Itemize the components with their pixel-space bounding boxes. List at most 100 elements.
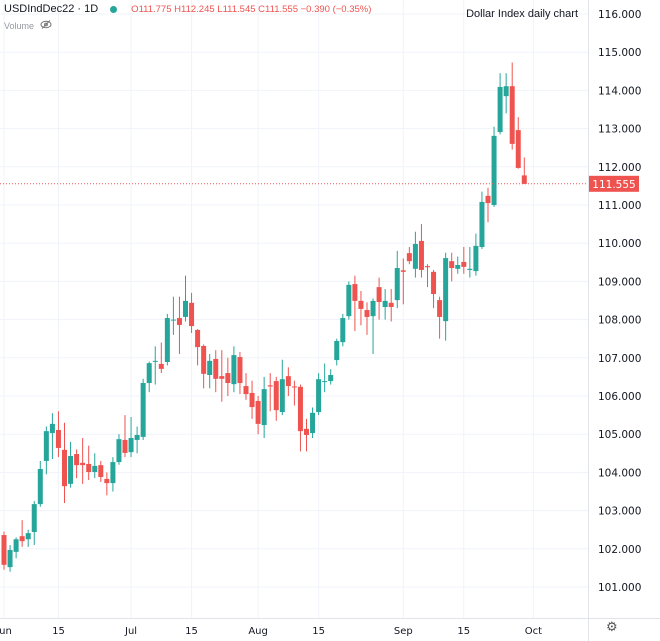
candle (497, 73, 503, 135)
candle-body (431, 271, 437, 295)
candle (231, 346, 237, 393)
gear-icon[interactable]: ⚙ (606, 620, 618, 635)
candle (189, 292, 195, 333)
candle-body (43, 431, 49, 461)
candle-body (358, 300, 364, 309)
candle (164, 313, 170, 366)
candle (140, 378, 146, 440)
candle (509, 62, 515, 150)
candle-body (170, 319, 176, 321)
candle (146, 361, 152, 393)
candle-body (219, 376, 225, 379)
candle-body (334, 340, 340, 361)
candle (104, 472, 110, 496)
candle-body (49, 423, 55, 434)
candle (31, 501, 37, 545)
price-axis[interactable]: 101.000 102.000 103.000 104.000 105.000 106.0… (598, 9, 641, 594)
candle-body (7, 549, 13, 568)
candle (158, 342, 164, 374)
candle (19, 520, 25, 547)
candle (406, 247, 412, 265)
candle (55, 411, 61, 458)
candle-body (201, 345, 207, 374)
last-price-badge (589, 175, 639, 192)
candle-body (37, 468, 43, 505)
y-tick-label: 101.000 (598, 582, 641, 594)
candle-body (98, 465, 104, 477)
candle (201, 344, 207, 389)
candle (364, 302, 370, 335)
candle-body (25, 533, 31, 540)
candle (485, 187, 491, 223)
candle (340, 313, 346, 347)
candle-body (195, 329, 201, 348)
candle (316, 373, 322, 416)
last-price-label: 111.555 (592, 179, 635, 191)
candles (1, 62, 527, 572)
candle-body (328, 374, 334, 382)
candle-body (461, 261, 467, 267)
candle-body (304, 428, 309, 435)
candle (128, 417, 134, 458)
candle (503, 73, 509, 114)
candle-body (74, 454, 80, 466)
candle-body (340, 318, 346, 343)
candle-body (382, 300, 388, 307)
candle (412, 231, 418, 278)
candle (37, 460, 43, 507)
candle (62, 422, 67, 503)
candle-body (273, 381, 279, 411)
symbol-name[interactable]: USDIndDec22 · 1D (4, 3, 99, 15)
candle-body (189, 302, 195, 327)
ohlc-values: O111.775 H112.245 L111.545 C111.555 −0.3… (131, 4, 372, 15)
candle (43, 426, 49, 475)
candle (382, 289, 388, 320)
candle-body (104, 478, 110, 484)
volume-legend[interactable]: Volume (4, 20, 52, 32)
candle (279, 359, 285, 416)
y-tick-label: 109.000 (598, 276, 641, 288)
candle-body (310, 412, 316, 434)
x-tick-label: Oct (525, 626, 542, 637)
candle-body (13, 539, 19, 552)
candle (376, 277, 382, 320)
time-axis[interactable]: Jun 15 Jul 15 Aug 15 Sep 15 Oct (0, 626, 542, 637)
x-tick-label: Sep (394, 626, 413, 637)
candle (473, 233, 479, 276)
candle (400, 258, 406, 305)
eye-hidden-icon[interactable] (40, 20, 52, 32)
candle-body (322, 381, 328, 383)
candle-body (68, 455, 74, 484)
candle-body (1, 535, 7, 565)
candle (195, 329, 201, 366)
candle (461, 247, 467, 274)
candle-body (425, 266, 430, 268)
candle-body (152, 360, 158, 362)
candle (110, 457, 116, 492)
candle (273, 376, 279, 421)
candle (443, 252, 449, 341)
candle-body (418, 240, 424, 270)
candle (437, 296, 443, 339)
candle (152, 346, 158, 385)
candle-body (437, 300, 443, 317)
candle-body (376, 287, 382, 303)
candle-body (110, 462, 116, 484)
candle-body (116, 439, 122, 463)
candle-body (394, 268, 400, 301)
symbol-legend[interactable]: USDIndDec22 · 1D O111.775 H112.245 L111.… (4, 3, 371, 16)
candle (134, 426, 140, 454)
candle (297, 384, 303, 452)
candle (358, 290, 364, 326)
candle-body (412, 243, 418, 269)
candle-body (62, 449, 67, 487)
y-tick-label: 115.000 (598, 47, 641, 59)
candle-body (388, 302, 394, 307)
candle (515, 117, 521, 169)
candle-body (231, 355, 237, 385)
candle-body (237, 357, 243, 384)
candle (116, 434, 122, 465)
candle-body (80, 462, 86, 466)
y-tick-label: 110.000 (598, 238, 641, 250)
